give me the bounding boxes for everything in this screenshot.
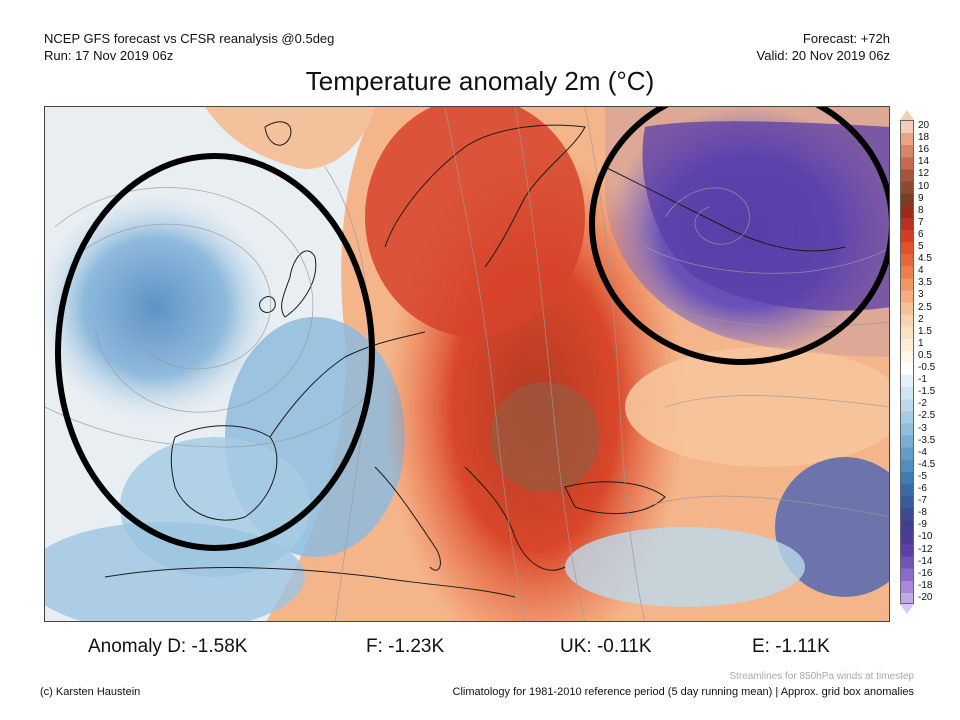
streamline-5 [444, 107, 526, 621]
colorbar-tick-label: 10 [918, 180, 930, 192]
colorbar-tick-label: -2 [918, 398, 927, 410]
coast-italy [374, 466, 441, 571]
colorbar-tick-label: 9 [918, 192, 924, 204]
colorbar-tick-label: -12 [918, 543, 933, 555]
anomaly-france: F: -1.23K [366, 636, 445, 657]
run-line: Run: 17 Nov 2019 06z [44, 48, 174, 63]
colorbar-tick-label: 7 [918, 216, 924, 228]
colorbar-tick-label: 2 [918, 313, 924, 325]
colorbar-tick-label: -4.5 [918, 458, 936, 470]
middle-east-cool-field [565, 527, 805, 607]
valid-line: Valid: 20 Nov 2019 06z [756, 48, 890, 63]
coast-arctic-russia [604, 166, 846, 252]
highlight-ellipse-west [55, 153, 375, 551]
colorbar-tick-label: -5 [918, 470, 927, 482]
colorbar-tick-label: -18 [918, 579, 933, 591]
colorbar-tick-label: 5 [918, 241, 924, 253]
anomaly-england: E: -1.11K [752, 636, 830, 657]
colorbar-tick-label: 0.5 [918, 349, 932, 361]
anomaly-uk: UK: -0.11K [560, 636, 652, 657]
northeast-cold-core [642, 121, 889, 311]
coast-iceland [264, 121, 292, 146]
header-left: NCEP GFS forecast vs CFSR reanalysis @0.… [44, 30, 334, 64]
colorbar-tick-label: 4 [918, 265, 924, 277]
streamline-2 [74, 223, 272, 370]
anomaly-map-graphic [45, 107, 889, 621]
eastern-mild-field [625, 347, 889, 467]
colorbar-tick-label: -16 [918, 567, 933, 579]
colorbar-tick-label: -0.5 [918, 362, 936, 374]
colorbar-tick-label: 1 [918, 337, 924, 349]
colorbar-tick-label: 16 [918, 144, 930, 156]
coast-north-africa [104, 567, 516, 598]
coast-britain [281, 250, 317, 318]
coastlines [104, 121, 846, 598]
colorbar-tick-label: -4 [918, 446, 927, 458]
streamline-10 [664, 306, 889, 328]
model-line: NCEP GFS forecast vs CFSR reanalysis @0.… [44, 31, 335, 46]
colorbar-tick-label: 8 [918, 204, 924, 216]
coast-black-sea [564, 481, 666, 515]
colorbar-bar [900, 120, 914, 604]
colorbar-tick-label: -2.5 [918, 410, 936, 422]
colorbar-tick-label: 1.5 [918, 325, 932, 337]
coast-scandinavia [384, 124, 586, 268]
coast-iberia [170, 425, 278, 521]
colorbar-tick-label: 6 [918, 228, 924, 240]
colorbar-tick-label: -3 [918, 422, 927, 434]
colorbar-cap-top [900, 110, 914, 120]
anomaly-germany: Anomaly D: -1.58K [88, 636, 248, 657]
forecast-line: Forecast: +72h [802, 31, 890, 46]
colorbar-tick-label: -10 [918, 531, 933, 543]
colorbar-tick-label: -9 [918, 519, 927, 531]
coast-ireland [259, 296, 276, 313]
streamline-9 [644, 246, 889, 274]
scandinavia-warm-anomaly [365, 107, 585, 337]
colorbar-tick-label: 18 [918, 132, 930, 144]
map-title: Temperature anomaly 2m (°C) [305, 66, 655, 96]
colorbar-tick-label: 4.5 [918, 253, 932, 265]
colorbar-tick-label: -1.5 [918, 386, 936, 398]
colorbar-tick-label: -6 [918, 483, 927, 495]
colorbar-tick-label: -7 [918, 495, 927, 507]
anomaly-map [44, 106, 890, 622]
streamline-11 [664, 395, 889, 408]
streamline-1 [54, 187, 314, 413]
header-right: Forecast: +72h Valid: 20 Nov 2019 06z [757, 30, 890, 64]
atlantic-cold-anomaly [45, 192, 275, 422]
colorbar-tick-label: 3 [918, 289, 924, 301]
strong-warm-core [490, 382, 600, 492]
credit: (c) Karsten Haustein [40, 686, 141, 698]
colorbar-tick-label: -8 [918, 507, 927, 519]
colorbar-tick-label: -1 [918, 374, 927, 386]
colorbar-tick-label: 12 [918, 168, 930, 180]
climatology-note: Climatology for 1981-2010 reference peri… [452, 686, 914, 698]
colorbar-tick-label: 2.5 [918, 301, 932, 313]
streamline-8 [664, 187, 750, 245]
highlight-ellipse-northeast [589, 107, 889, 365]
colorbar-tick-label: 3.5 [918, 277, 932, 289]
coast-france-north [269, 331, 426, 438]
colorbar-tick-label: -3.5 [918, 434, 936, 446]
streamline-6 [514, 107, 585, 621]
coast-balkans [464, 466, 566, 571]
colorbar-tick-label: 20 [918, 120, 930, 132]
streamline-7 [584, 107, 645, 621]
streamlines-note: Streamlines for 850hPa winds at timestep [729, 671, 914, 682]
colorbar-cap-bottom [900, 604, 914, 614]
colorbar-tick-label: -14 [918, 555, 933, 567]
streamline-3 [45, 396, 366, 448]
colorbar-tick-label: -20 [918, 591, 933, 603]
highlight-ellipses [55, 107, 889, 551]
colorbar: 20 18 16 14 12 10 9 8 7 6 5 4.5 4 3.5 3 2.5 2 1.5 1 0.5 -0.5… [900, 110, 935, 614]
streamline-12 [644, 495, 889, 518]
colorbar-tick-label: 14 [918, 156, 930, 168]
